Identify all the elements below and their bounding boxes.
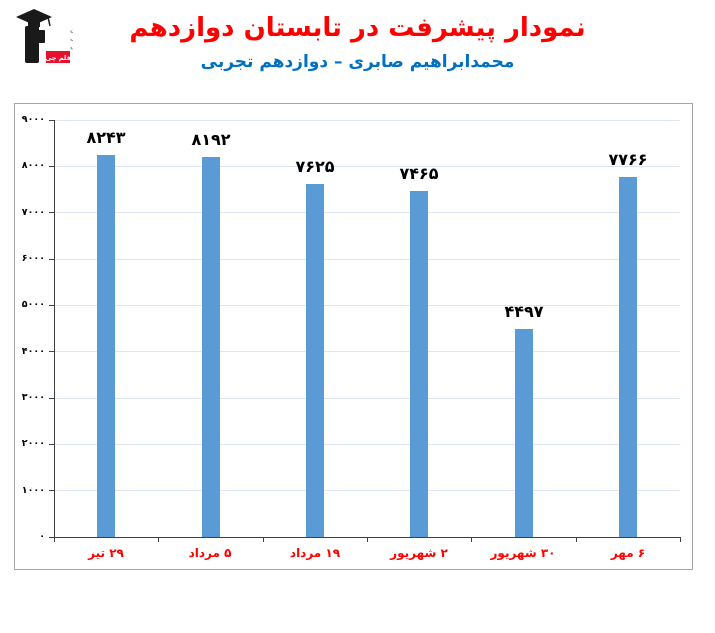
x-axis-label: ۲۹ تیر — [88, 546, 124, 560]
x-tick — [54, 537, 55, 542]
gridline — [54, 119, 680, 121]
y-tick — [49, 490, 54, 492]
gridline — [54, 443, 680, 445]
chart-title: نمودار پیشرفت در تابستان دوازدهم — [129, 13, 586, 43]
bar-value-label: ۷۶۲۵ — [295, 157, 335, 176]
y-axis-label: ۱۰۰۰ — [21, 484, 45, 496]
y-tick — [49, 258, 54, 260]
y-tick — [49, 165, 54, 167]
x-axis-label: ۲ شهریور — [390, 546, 448, 560]
y-tick — [49, 304, 54, 306]
x-axis-label: ۳۰ شهریور — [490, 546, 556, 560]
gridline — [54, 258, 680, 260]
y-tick — [49, 119, 54, 121]
gridline — [54, 397, 680, 399]
y-axis-label: ۰ — [39, 531, 45, 542]
x-tick — [680, 537, 681, 542]
logo-badge-text: قلم چی — [45, 54, 71, 62]
x-axis-label: ۶ مهر — [610, 546, 646, 560]
x-tick — [367, 537, 368, 542]
y-axis-label: ۷۰۰۰ — [21, 206, 45, 218]
x-axis-label: ۱۹ مرداد — [289, 546, 341, 560]
bar — [410, 191, 428, 537]
y-axis-line — [54, 120, 55, 537]
gridline — [54, 165, 680, 167]
y-axis-label: ۶۰۰۰ — [21, 253, 45, 264]
x-axis-label: ۵ مرداد — [188, 546, 232, 560]
x-tick — [471, 537, 472, 542]
chart-subtitle: محمدابراهیم صابری – دوازدهم تجربی — [200, 51, 515, 72]
bar-chart: ۰ ۱۰۰۰ ۲۰۰۰ ۳۰۰۰ ۴۰۰۰ ۵۰۰۰ ۶۰۰۰ ۷۰۰۰ ۸۰۰۰ ۹۰۰۰ ۸۲۴… — [14, 103, 693, 570]
y-tick — [49, 212, 54, 214]
gridline — [54, 304, 680, 306]
bar-value-label: ۷۷۶۶ — [608, 150, 648, 169]
gridline — [54, 212, 680, 214]
gridline — [54, 351, 680, 353]
bar-value-label: ۸۱۹۲ — [191, 130, 231, 149]
gridline — [54, 490, 680, 492]
y-axis-label: ۵۰۰۰ — [21, 299, 45, 311]
bar — [202, 157, 220, 537]
bar — [515, 329, 533, 537]
x-tick — [576, 537, 577, 542]
tassel — [47, 16, 51, 27]
y-tick — [49, 536, 54, 538]
bar — [306, 184, 324, 537]
figure-body — [25, 26, 39, 63]
x-tick — [158, 537, 159, 542]
y-axis-label: ۹۰۰۰ — [21, 114, 45, 125]
y-axis-label: ۳۰۰۰ — [21, 392, 45, 403]
y-axis-label: ۲۰۰۰ — [21, 438, 45, 450]
bar-value-label: ۸۲۴۳ — [86, 128, 126, 147]
y-axis-label: ۴۰۰۰ — [21, 345, 45, 357]
bar — [619, 177, 637, 537]
logo-badge-rect — [46, 51, 70, 63]
y-tick — [49, 397, 54, 399]
cap-band — [28, 20, 40, 27]
bar-value-label: ۴۴۹۷ — [504, 302, 544, 321]
chart-header: نمودار پیشرفت در تابستان دوازدهم محمدابر… — [0, 12, 715, 72]
y-tick — [49, 351, 54, 353]
bar — [97, 155, 115, 537]
y-axis-label: ۸۰۰۰ — [21, 160, 45, 172]
bar-value-label: ۷۴۶۵ — [399, 164, 439, 183]
y-tick — [49, 443, 54, 445]
figure-arm — [38, 30, 45, 43]
graduation-cap-icon — [16, 9, 52, 25]
x-tick — [263, 537, 264, 542]
